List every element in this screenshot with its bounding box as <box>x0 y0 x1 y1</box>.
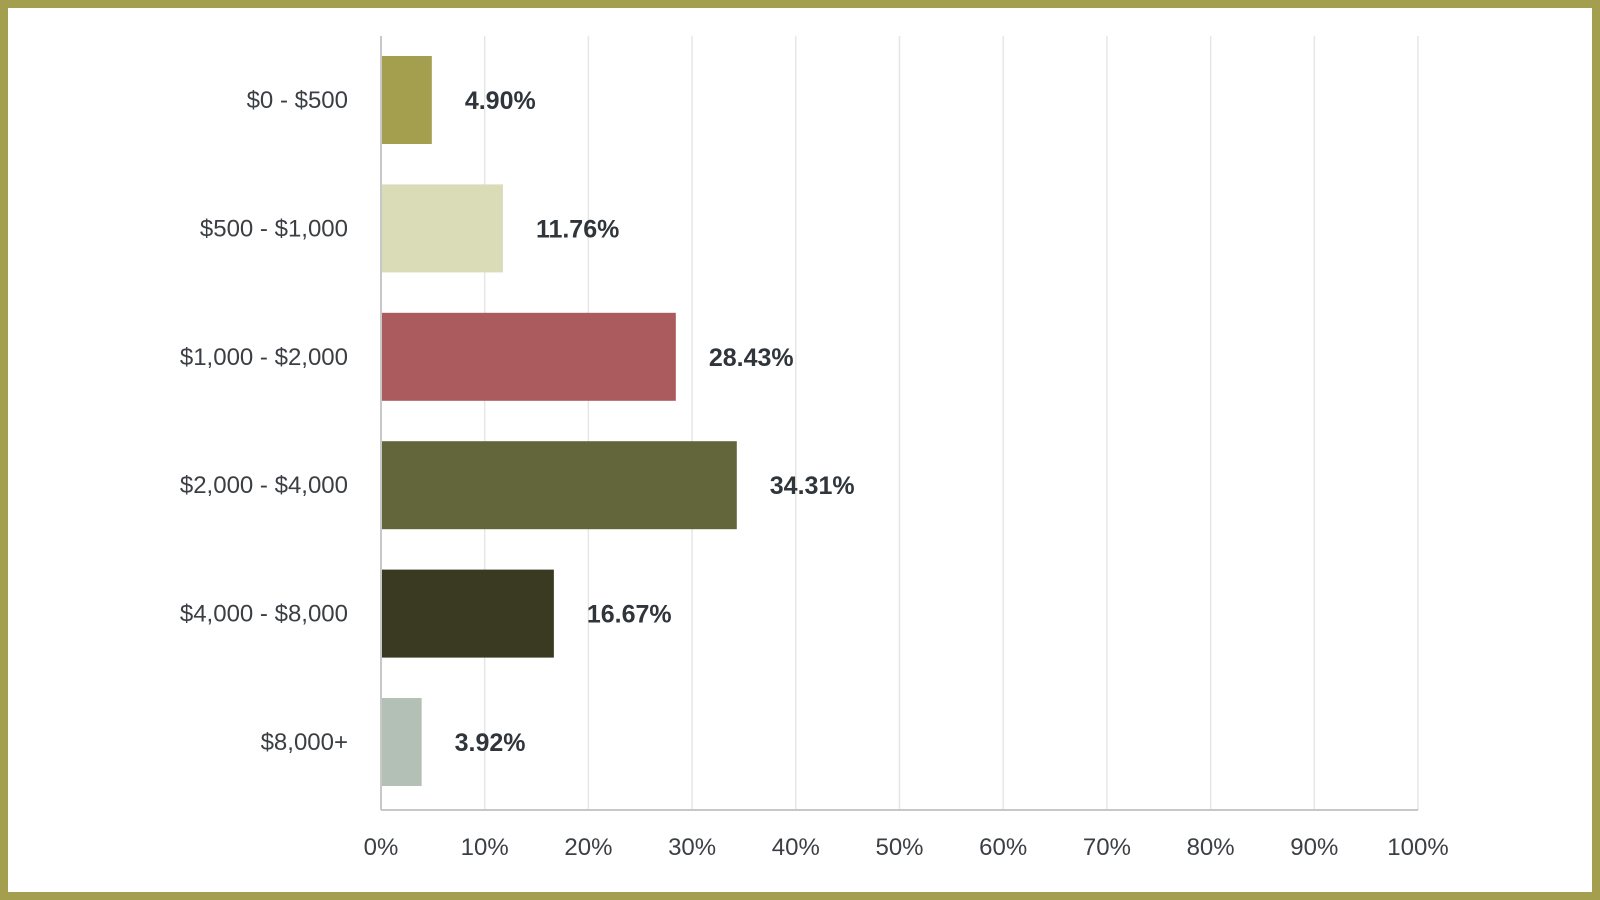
x-tick-labels: 0% 10% 20% 30% 40% 50% 60% 70% 80% 90% 100% <box>364 834 1449 861</box>
x-tick-label: 70% <box>1083 834 1131 861</box>
bar <box>381 312 676 401</box>
x-tick-label: 40% <box>772 834 820 861</box>
category-label: $8,000+ <box>261 729 348 756</box>
x-tick-label: 0% <box>364 834 399 861</box>
data-label: 11.76% <box>536 215 619 243</box>
x-tick-label: 80% <box>1187 834 1235 861</box>
x-tick-label: 60% <box>979 834 1027 861</box>
data-label: 34.31% <box>770 472 855 500</box>
x-tick-label: 90% <box>1290 834 1338 861</box>
x-tick-label: 30% <box>668 834 716 861</box>
x-tick-label: 20% <box>564 834 612 861</box>
bars <box>381 56 737 786</box>
data-label: 28.43% <box>709 344 794 372</box>
data-label: 16.67% <box>587 601 672 629</box>
category-label: $4,000 - $8,000 <box>180 601 348 628</box>
axes <box>380 36 1418 811</box>
x-tick-label: 50% <box>875 834 923 861</box>
bar <box>381 184 503 273</box>
gridlines <box>483 36 1419 810</box>
bar <box>381 569 554 658</box>
category-label: $0 - $500 <box>247 87 348 114</box>
category-label: $2,000 - $4,000 <box>180 472 348 499</box>
category-label: $1,000 - $2,000 <box>180 344 348 371</box>
value-labels: 4.90% 11.76% 28.43% 34.31% 16.67% 3.92% <box>455 87 855 757</box>
category-labels: $0 - $500 $500 - $1,000 $1,000 - $2,000 $2,… <box>180 87 348 756</box>
bar <box>381 56 432 144</box>
bar <box>381 441 737 530</box>
category-label: $500 - $1,000 <box>200 215 348 242</box>
data-label: 3.92% <box>455 729 526 757</box>
bar <box>381 698 422 786</box>
data-label: 4.90% <box>465 87 536 115</box>
x-tick-label: 10% <box>461 834 509 861</box>
x-tick-label: 100% <box>1387 834 1448 861</box>
